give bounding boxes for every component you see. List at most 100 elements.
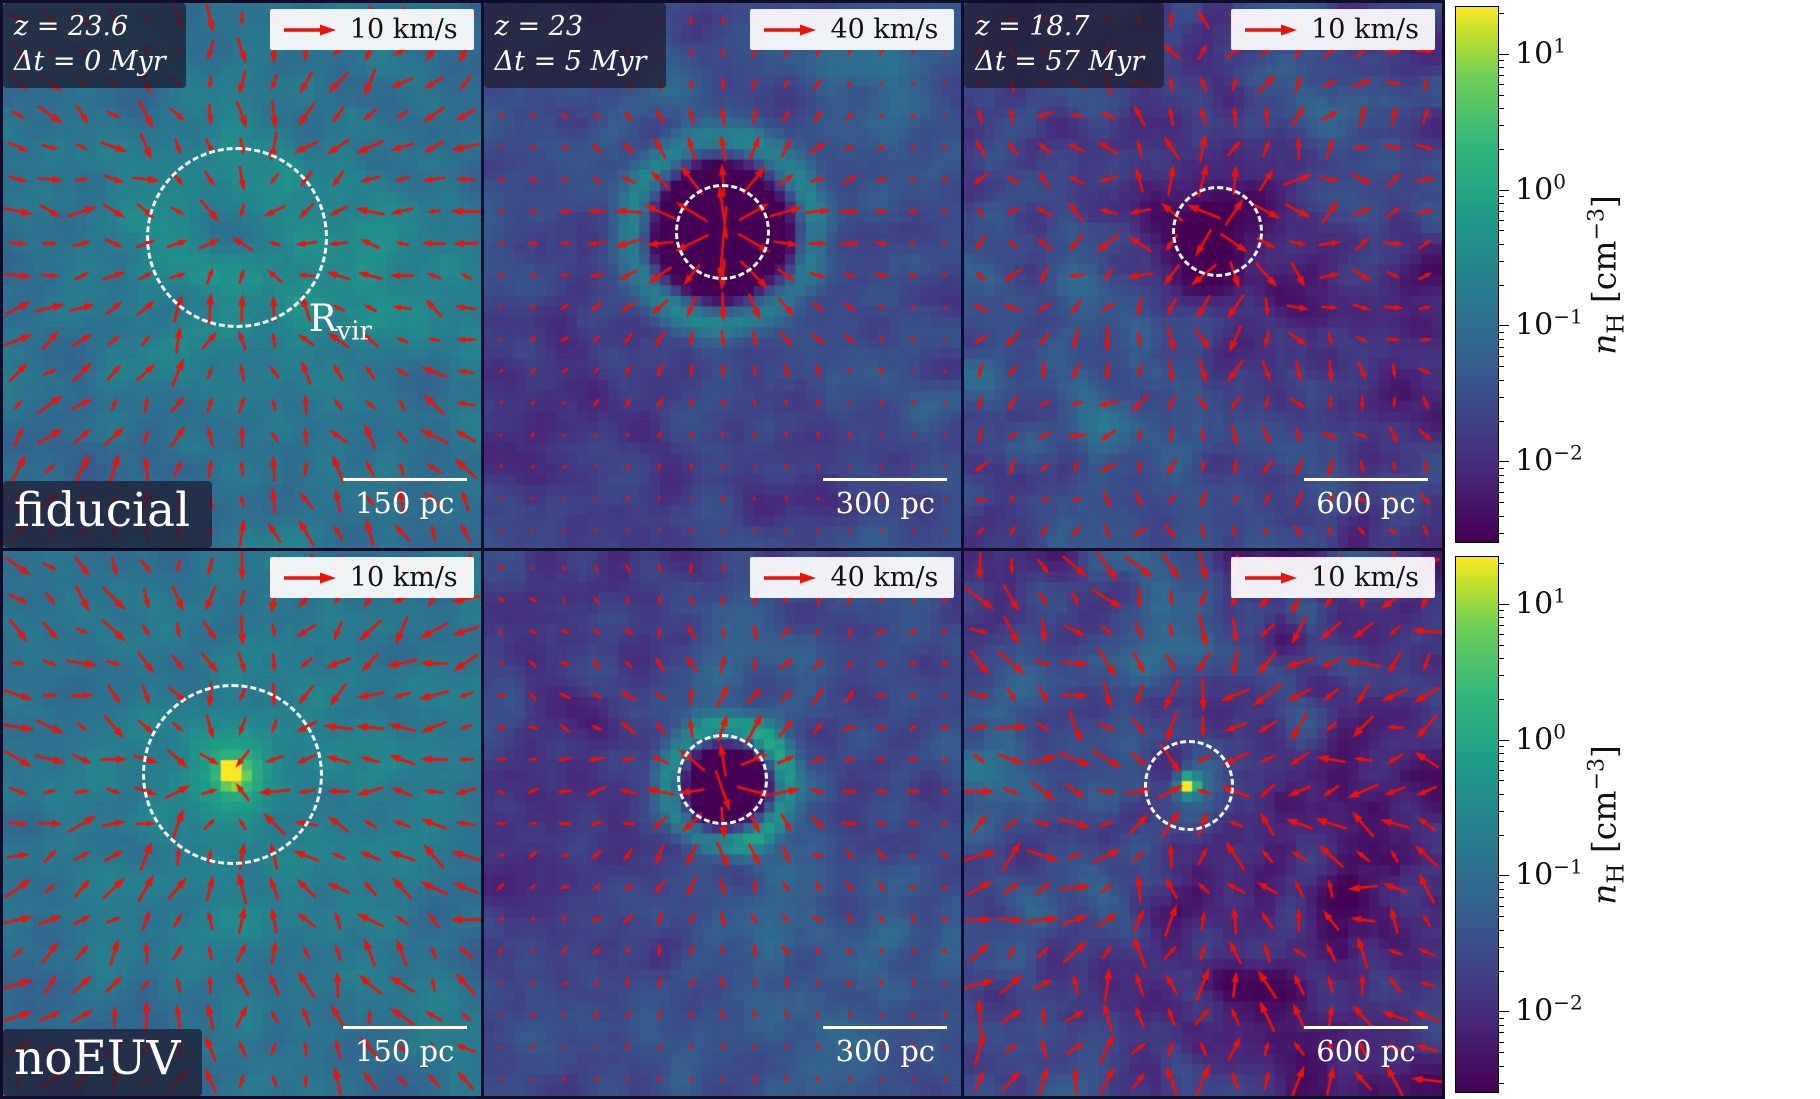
colorbar-minor-tick bbox=[1499, 752, 1504, 754]
colorbar-minor-tick bbox=[1499, 59, 1504, 61]
colorbar-major-tick bbox=[1499, 739, 1509, 741]
run-label-noeuv: noEUV bbox=[3, 1029, 203, 1096]
colorbar-minor-tick bbox=[1499, 515, 1504, 517]
scale-bar-label: 600 pc bbox=[1316, 486, 1416, 520]
virial-radius-circle bbox=[146, 146, 329, 329]
colorbar-minor-tick bbox=[1499, 379, 1504, 381]
velocity-key: 10 km/s bbox=[1231, 9, 1435, 50]
colorbar-minor-tick bbox=[1499, 609, 1504, 611]
colorbar-column: nH [cm−3] 101 100 10−1 10−2 nH [cm−3] 101 10… bbox=[1445, 0, 1820, 1099]
colorbar-minor-tick bbox=[1499, 562, 1504, 564]
rvir-label: Rvir bbox=[308, 297, 372, 347]
colorbar-minor-tick bbox=[1499, 284, 1504, 286]
colorbar-major-tick bbox=[1499, 875, 1509, 877]
scale-bar: 600 pc bbox=[1303, 1025, 1428, 1068]
colorbar-minor-tick bbox=[1499, 633, 1504, 635]
density-field-canvas bbox=[964, 3, 1442, 548]
colorbar-minor-tick bbox=[1499, 674, 1504, 676]
redshift-label: z = 23.6 bbox=[14, 11, 129, 42]
colorbar-minor-tick bbox=[1499, 760, 1504, 762]
colorbar-minor-tick bbox=[1499, 243, 1504, 245]
colorbar-minor-tick bbox=[1499, 745, 1504, 747]
velocity-key-label: 40 km/s bbox=[830, 562, 939, 593]
panel-noeuv-t57: 10 km/s 600 pc bbox=[964, 551, 1442, 1096]
colorbar-major-tick bbox=[1499, 461, 1509, 463]
colorbar-tick-label: 100 bbox=[1515, 719, 1566, 758]
colorbar-tick-label: 101 bbox=[1515, 33, 1566, 72]
velocity-key-label: 10 km/s bbox=[1311, 562, 1419, 593]
colorbar-axis-label: nH [cm−3] bbox=[1584, 194, 1630, 355]
colorbar-minor-tick bbox=[1499, 532, 1504, 534]
panel-fiducial-t57: z = 18.7 Δt = 57 Myr 10 km/s 600 pc bbox=[964, 3, 1442, 548]
velocity-key: 40 km/s bbox=[750, 9, 955, 50]
colorbar-tick-label: 100 bbox=[1515, 169, 1566, 208]
colorbar-major-tick bbox=[1499, 1011, 1509, 1013]
colorbar-minor-tick bbox=[1499, 12, 1504, 14]
velocity-key-arrow-icon bbox=[283, 572, 336, 583]
velocity-key-label: 10 km/s bbox=[349, 14, 458, 45]
colorbar-tick-label: 10−2 bbox=[1515, 990, 1583, 1029]
colorbar-minor-tick bbox=[1499, 346, 1504, 348]
colorbar-bottom: nH [cm−3] 101 100 10−1 10−2 bbox=[1455, 556, 1815, 1093]
colorbar-minor-tick bbox=[1499, 793, 1504, 795]
velocity-key-arrow-icon bbox=[1245, 24, 1298, 35]
redshift-label: z = 18.7 bbox=[975, 11, 1090, 42]
colorbar-minor-tick bbox=[1499, 780, 1504, 782]
redshift-time-box: z = 23 Δt = 5 Myr bbox=[483, 3, 667, 89]
scale-bar: 600 pc bbox=[1303, 477, 1428, 520]
colorbar-minor-tick bbox=[1499, 946, 1504, 948]
colorbar-minor-tick bbox=[1499, 83, 1504, 85]
velocity-key: 10 km/s bbox=[1231, 557, 1435, 598]
colorbar-minor-tick bbox=[1499, 916, 1504, 918]
colorbar-minor-tick bbox=[1499, 1041, 1504, 1043]
velocity-key: 10 km/s bbox=[269, 557, 474, 598]
colorbar-minor-tick bbox=[1499, 230, 1504, 232]
velocity-key-arrow-icon bbox=[764, 24, 817, 35]
virial-radius-circle bbox=[1143, 739, 1235, 831]
colorbar-minor-tick bbox=[1499, 219, 1504, 221]
scale-bar: 150 pc bbox=[342, 477, 467, 520]
colorbar-gradient-frame bbox=[1455, 6, 1499, 543]
velocity-key-arrow-icon bbox=[283, 24, 336, 35]
scale-bar-line bbox=[1303, 1025, 1428, 1029]
colorbar-minor-tick bbox=[1499, 148, 1504, 150]
colorbar-minor-tick bbox=[1499, 260, 1504, 262]
panel-noeuv-t5: 40 km/s 300 pc bbox=[483, 551, 962, 1096]
colorbar-minor-tick bbox=[1499, 888, 1504, 890]
colorbar-minor-tick bbox=[1499, 1017, 1504, 1019]
colorbar-minor-tick bbox=[1499, 834, 1504, 836]
velocity-key: 10 km/s bbox=[269, 9, 474, 50]
colorbar-minor-tick bbox=[1499, 338, 1504, 340]
scale-bar-label: 600 pc bbox=[1316, 1034, 1416, 1068]
velocity-key-arrow-icon bbox=[1245, 572, 1298, 583]
delta-t-label: Δt = 5 Myr bbox=[494, 46, 647, 78]
panel-fiducial-t0: z = 23.6 Δt = 0 Myr 10 km/s Rvir fiducia… bbox=[3, 3, 481, 548]
colorbar-minor-tick bbox=[1499, 491, 1504, 493]
colorbar-minor-tick bbox=[1499, 420, 1504, 422]
colorbar-minor-tick bbox=[1499, 905, 1504, 907]
scale-bar: 300 pc bbox=[823, 1025, 948, 1068]
scale-bar: 150 pc bbox=[342, 1025, 467, 1068]
virial-radius-circle bbox=[1172, 186, 1264, 278]
delta-t-label: Δt = 0 Myr bbox=[14, 46, 166, 78]
colorbar-minor-tick bbox=[1499, 474, 1504, 476]
scale-bar-label: 300 pc bbox=[835, 486, 936, 520]
colorbar-minor-tick bbox=[1499, 66, 1504, 68]
scale-bar-line bbox=[1303, 477, 1428, 481]
colorbar-minor-tick bbox=[1499, 698, 1504, 700]
colorbar-minor-tick bbox=[1499, 366, 1504, 368]
colorbar-axis-label: nH [cm−3] bbox=[1584, 744, 1630, 905]
colorbar-minor-tick bbox=[1499, 624, 1504, 626]
redshift-time-box: z = 23.6 Δt = 0 Myr bbox=[3, 3, 186, 89]
scale-bar-line bbox=[823, 477, 948, 481]
panel-noeuv-t0: 10 km/s noEUV 150 pc bbox=[3, 551, 481, 1096]
colorbar-tick-label: 10−1 bbox=[1515, 854, 1583, 893]
colorbar-minor-tick bbox=[1499, 396, 1504, 398]
virial-radius-circle bbox=[674, 184, 771, 280]
velocity-key-label: 10 km/s bbox=[349, 562, 458, 593]
colorbar-major-tick bbox=[1499, 189, 1509, 191]
panel-fiducial-t5: z = 23 Δt = 5 Myr 40 km/s 300 pc bbox=[483, 3, 962, 548]
colorbar-minor-tick bbox=[1499, 769, 1504, 771]
colorbar-minor-tick bbox=[1499, 929, 1504, 931]
